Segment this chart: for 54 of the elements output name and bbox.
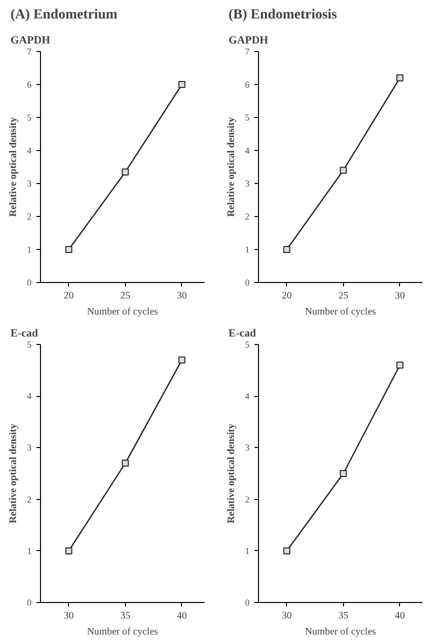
y-axis-title: Relative optical density [226,424,237,524]
x-axis-title: Number of cycles [86,626,158,638]
y-tick-label: 5 [27,112,32,122]
x-axis-title: Number of cycles [86,306,158,318]
chart-title: (B) Endometriosis [228,8,338,22]
x-axis-title: Number of cycles [304,306,376,318]
y-tick-label: 7 [27,46,32,56]
x-tick-label: 40 [176,610,187,622]
chart-subtitle: E-cad [228,328,256,340]
x-tick-label: 25 [120,290,130,302]
y-tick-label: 1 [245,546,250,556]
y-tick-label: 4 [245,391,250,402]
x-axis-title: Number of cycles [304,626,376,638]
x-tick-label: 25 [338,290,348,302]
x-tick-label: 20 [282,290,292,302]
y-tick-label: 5 [27,340,32,350]
x-tick-label: 30 [282,610,292,622]
y-tick-label: 3 [27,442,32,453]
y-tick-label: 6 [27,80,32,90]
y-tick-label: 0 [245,598,250,608]
x-tick-label: 30 [394,290,405,302]
y-tick-label: 3 [27,178,32,188]
y-tick-label: 2 [245,212,250,222]
x-tick-label: 40 [394,610,405,622]
chart-subtitle: GAPDH [10,34,51,46]
y-tick-label: 2 [27,494,32,504]
y-tick-label: 0 [27,598,32,608]
chart-title: (A) Endometrium [10,8,118,22]
y-tick-label: 4 [27,146,32,156]
y-tick-label: 2 [245,494,250,504]
x-tick-label: 35 [120,610,130,622]
x-tick-label: 30 [64,610,74,622]
y-tick-label: 4 [245,146,250,156]
y-tick-label: 5 [245,340,250,350]
x-tick-label: 35 [338,610,348,622]
y-tick-label: 5 [245,112,250,122]
y-tick-label: 3 [245,178,250,188]
chart-subtitle: E-cad [10,328,38,340]
y-tick-label: 4 [27,391,32,402]
y-tick-label: 3 [245,442,250,453]
y-tick-label: 1 [245,244,250,254]
x-tick-label: 20 [64,290,74,302]
y-tick-label: 0 [27,278,32,288]
y-tick-label: 1 [27,244,32,254]
y-tick-label: 1 [27,546,32,556]
x-tick-label: 30 [176,290,187,302]
y-tick-label: 0 [245,278,250,288]
y-tick-label: 7 [245,46,250,56]
y-axis-title: Relative optical density [8,424,19,524]
chart-subtitle: GAPDH [228,34,269,46]
y-axis-title: Relative optical density [8,117,19,217]
y-tick-label: 2 [27,212,32,222]
y-axis-title: Relative optical density [226,117,237,217]
y-tick-label: 6 [245,80,250,90]
